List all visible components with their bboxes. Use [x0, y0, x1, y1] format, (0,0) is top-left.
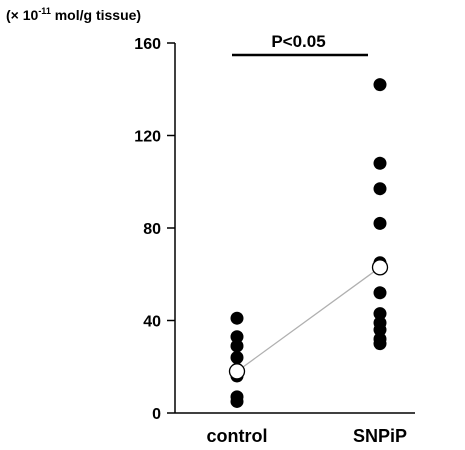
- data-point: [230, 311, 244, 325]
- y-tick-label: 80: [143, 221, 161, 238]
- data-point: [230, 351, 244, 364]
- category-label: SNPiP: [353, 426, 407, 446]
- data-point: [373, 307, 387, 321]
- mean-marker: [371, 259, 389, 276]
- y-axis-label: (× 10-11 mol/g tissue): [6, 6, 141, 23]
- category-labels: control SNPiP: [207, 426, 408, 446]
- y-tick-label: 160: [134, 36, 161, 53]
- y-tick-label: 0: [152, 406, 161, 423]
- significance-label: P<0.05: [271, 32, 325, 51]
- y-tick-label: 40: [143, 314, 161, 331]
- mean-connector-line: [236, 266, 381, 372]
- data-point: [373, 216, 387, 230]
- category-label: control: [207, 426, 268, 446]
- y-tick-label: 120: [134, 129, 161, 146]
- data-points: [230, 78, 387, 408]
- mean-line: [236, 266, 381, 372]
- data-point: [230, 339, 244, 353]
- y-axis-label-suffix: mol/g tissue): [51, 7, 141, 23]
- data-point: [373, 182, 387, 196]
- data-point: [373, 337, 387, 351]
- y-ticks: 0 40 80 120 160: [134, 36, 175, 423]
- data-point: [230, 330, 244, 344]
- data-point: [373, 78, 387, 92]
- data-point: [373, 286, 387, 300]
- y-axis-label-exponent: -11: [38, 6, 51, 16]
- data-point: [373, 156, 387, 170]
- data-point: [373, 323, 387, 337]
- mean-marker: [228, 363, 246, 380]
- mean-markers: [228, 259, 389, 380]
- y-axis-label-prefix: (× 10: [6, 7, 39, 23]
- significance-bar: P<0.05: [232, 32, 368, 57]
- data-point: [230, 394, 244, 408]
